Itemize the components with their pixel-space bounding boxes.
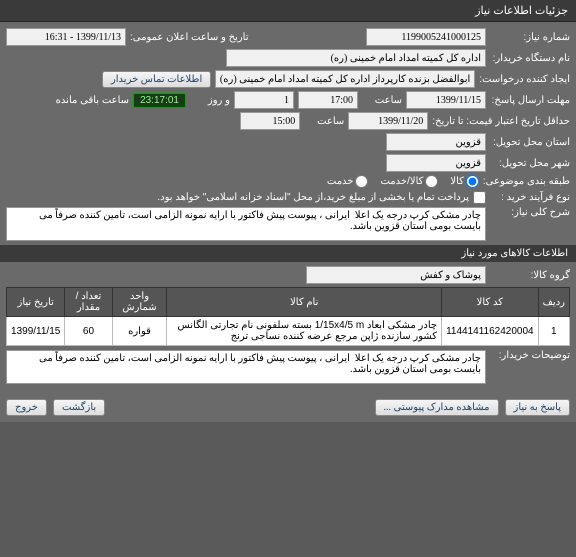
announce-input — [6, 28, 126, 46]
cell-row: 1 — [538, 317, 569, 346]
label-city: شهر محل تحویل: — [490, 158, 570, 169]
cell-date: 1399/11/15 — [7, 317, 65, 346]
label-at-2: ساعت — [304, 116, 344, 127]
goods-section-header: اطلاعات کالاهای مورد نیاز — [0, 245, 576, 262]
countdown-timer: 23:17:01 — [133, 93, 186, 108]
table-header-row: ردیف کد کالا نام کالا واحد شمارش تعداد /… — [7, 288, 570, 317]
cell-qty: 60 — [65, 317, 112, 346]
th-code: کد کالا — [442, 288, 539, 317]
days-input — [234, 91, 294, 109]
partial-pay-checkbox[interactable] — [473, 191, 486, 204]
radio-khadmat[interactable] — [355, 175, 368, 188]
th-row: ردیف — [538, 288, 569, 317]
goods-table: ردیف کد کالا نام کالا واحد شمارش تعداد /… — [6, 287, 570, 346]
label-process-type: نوع فرآیند خرید : — [490, 192, 570, 203]
radio-khadmat-text: خدمت — [327, 176, 354, 187]
cell-unit: قواره — [112, 317, 167, 346]
label-remain: ساعت باقی مانده — [56, 95, 129, 106]
label-deadline: مهلت ارسال پاسخ: — [490, 95, 570, 106]
partial-pay-text: پرداخت تمام یا بخشی از مبلغ خرید،از محل … — [157, 192, 469, 203]
creator-input — [215, 70, 475, 88]
province-input — [386, 133, 486, 151]
cell-name: چادر مشکی ابعاد 1/15x4/5 m بسته سلفونی ن… — [167, 317, 442, 346]
label-and-day: و روز — [190, 95, 230, 106]
reply-button[interactable]: پاسخ به نیاز — [505, 399, 571, 416]
th-unit: واحد شمارش — [112, 288, 167, 317]
valid-time-input — [240, 112, 300, 130]
packing-radio-group: کالا کالا/خدمت خدمت — [327, 175, 479, 188]
general-desc-textarea: چادر مشکی کرپ درجه یک اعلا ایرانی ، پیوس… — [6, 207, 486, 241]
attachments-button[interactable]: مشاهده مدارک پیوستی ... — [375, 399, 499, 416]
th-name: نام کالا — [167, 288, 442, 317]
contact-buyer-button[interactable]: اطلاعات تماس خریدار — [102, 71, 211, 88]
th-date: تاریخ نیاز — [7, 288, 65, 317]
radio-service-label[interactable]: کالا/خدمت — [380, 175, 438, 188]
label-general-desc: شرح کلی نیاز: — [490, 207, 570, 218]
city-input — [386, 154, 486, 172]
label-valid-until: حداقل تاریخ اعتبار قیمت: تا تاریخ: — [432, 116, 570, 127]
need-details-panel: جزئیات اطلاعات نیاز شماره نیاز: تاریخ و … — [0, 0, 576, 422]
buyer-desc-textarea: چادر مشکی کرپ درجه یک اعلا ایرانی ، پیوس… — [6, 350, 486, 384]
valid-date-input — [348, 112, 428, 130]
radio-service-text: کالا/خدمت — [380, 176, 423, 187]
label-at-1: ساعت — [362, 95, 402, 106]
radio-service[interactable] — [425, 175, 438, 188]
cell-code: 1144141162420004 — [442, 317, 539, 346]
label-need-no: شماره نیاز: — [490, 32, 570, 43]
radio-khadmat-label[interactable]: خدمت — [327, 175, 369, 188]
label-province: استان محل تحویل: — [490, 137, 570, 148]
label-packing: طبقه بندی موضوعی: — [483, 176, 570, 187]
back-button[interactable]: بازگشت — [53, 399, 105, 416]
exit-button[interactable]: خروج — [6, 399, 47, 416]
table-row[interactable]: 1 1144141162420004 چادر مشکی ابعاد 1/15x… — [7, 317, 570, 346]
label-buyer-desc: توضیحات خریدار: — [490, 350, 570, 361]
label-announce: تاریخ و ساعت اعلان عمومی: — [130, 32, 249, 43]
goods-group-input — [306, 266, 486, 284]
radio-kala[interactable] — [466, 175, 479, 188]
deadline-time-input — [298, 91, 358, 109]
radio-kala-text: کالا — [450, 176, 464, 187]
deadline-date-input — [406, 91, 486, 109]
footer-bar: پاسخ به نیاز مشاهده مدارک پیوستی ... باز… — [0, 393, 576, 422]
label-creator: ایجاد کننده درخواست: — [479, 74, 570, 85]
need-no-input — [366, 28, 486, 46]
label-goods-group: گروه کالا: — [490, 270, 570, 281]
panel-title: جزئیات اطلاعات نیاز — [475, 5, 568, 17]
partial-pay-line: پرداخت تمام یا بخشی از مبلغ خرید،از محل … — [157, 191, 486, 204]
label-buyer-org: نام دستگاه خریدار: — [490, 53, 570, 64]
th-qty: تعداد / مقدار — [65, 288, 112, 317]
radio-kala-label[interactable]: کالا — [450, 175, 479, 188]
panel-header: جزئیات اطلاعات نیاز — [0, 0, 576, 22]
form-body: شماره نیاز: تاریخ و ساعت اعلان عمومی: نا… — [0, 22, 576, 393]
buyer-org-input — [226, 49, 486, 67]
